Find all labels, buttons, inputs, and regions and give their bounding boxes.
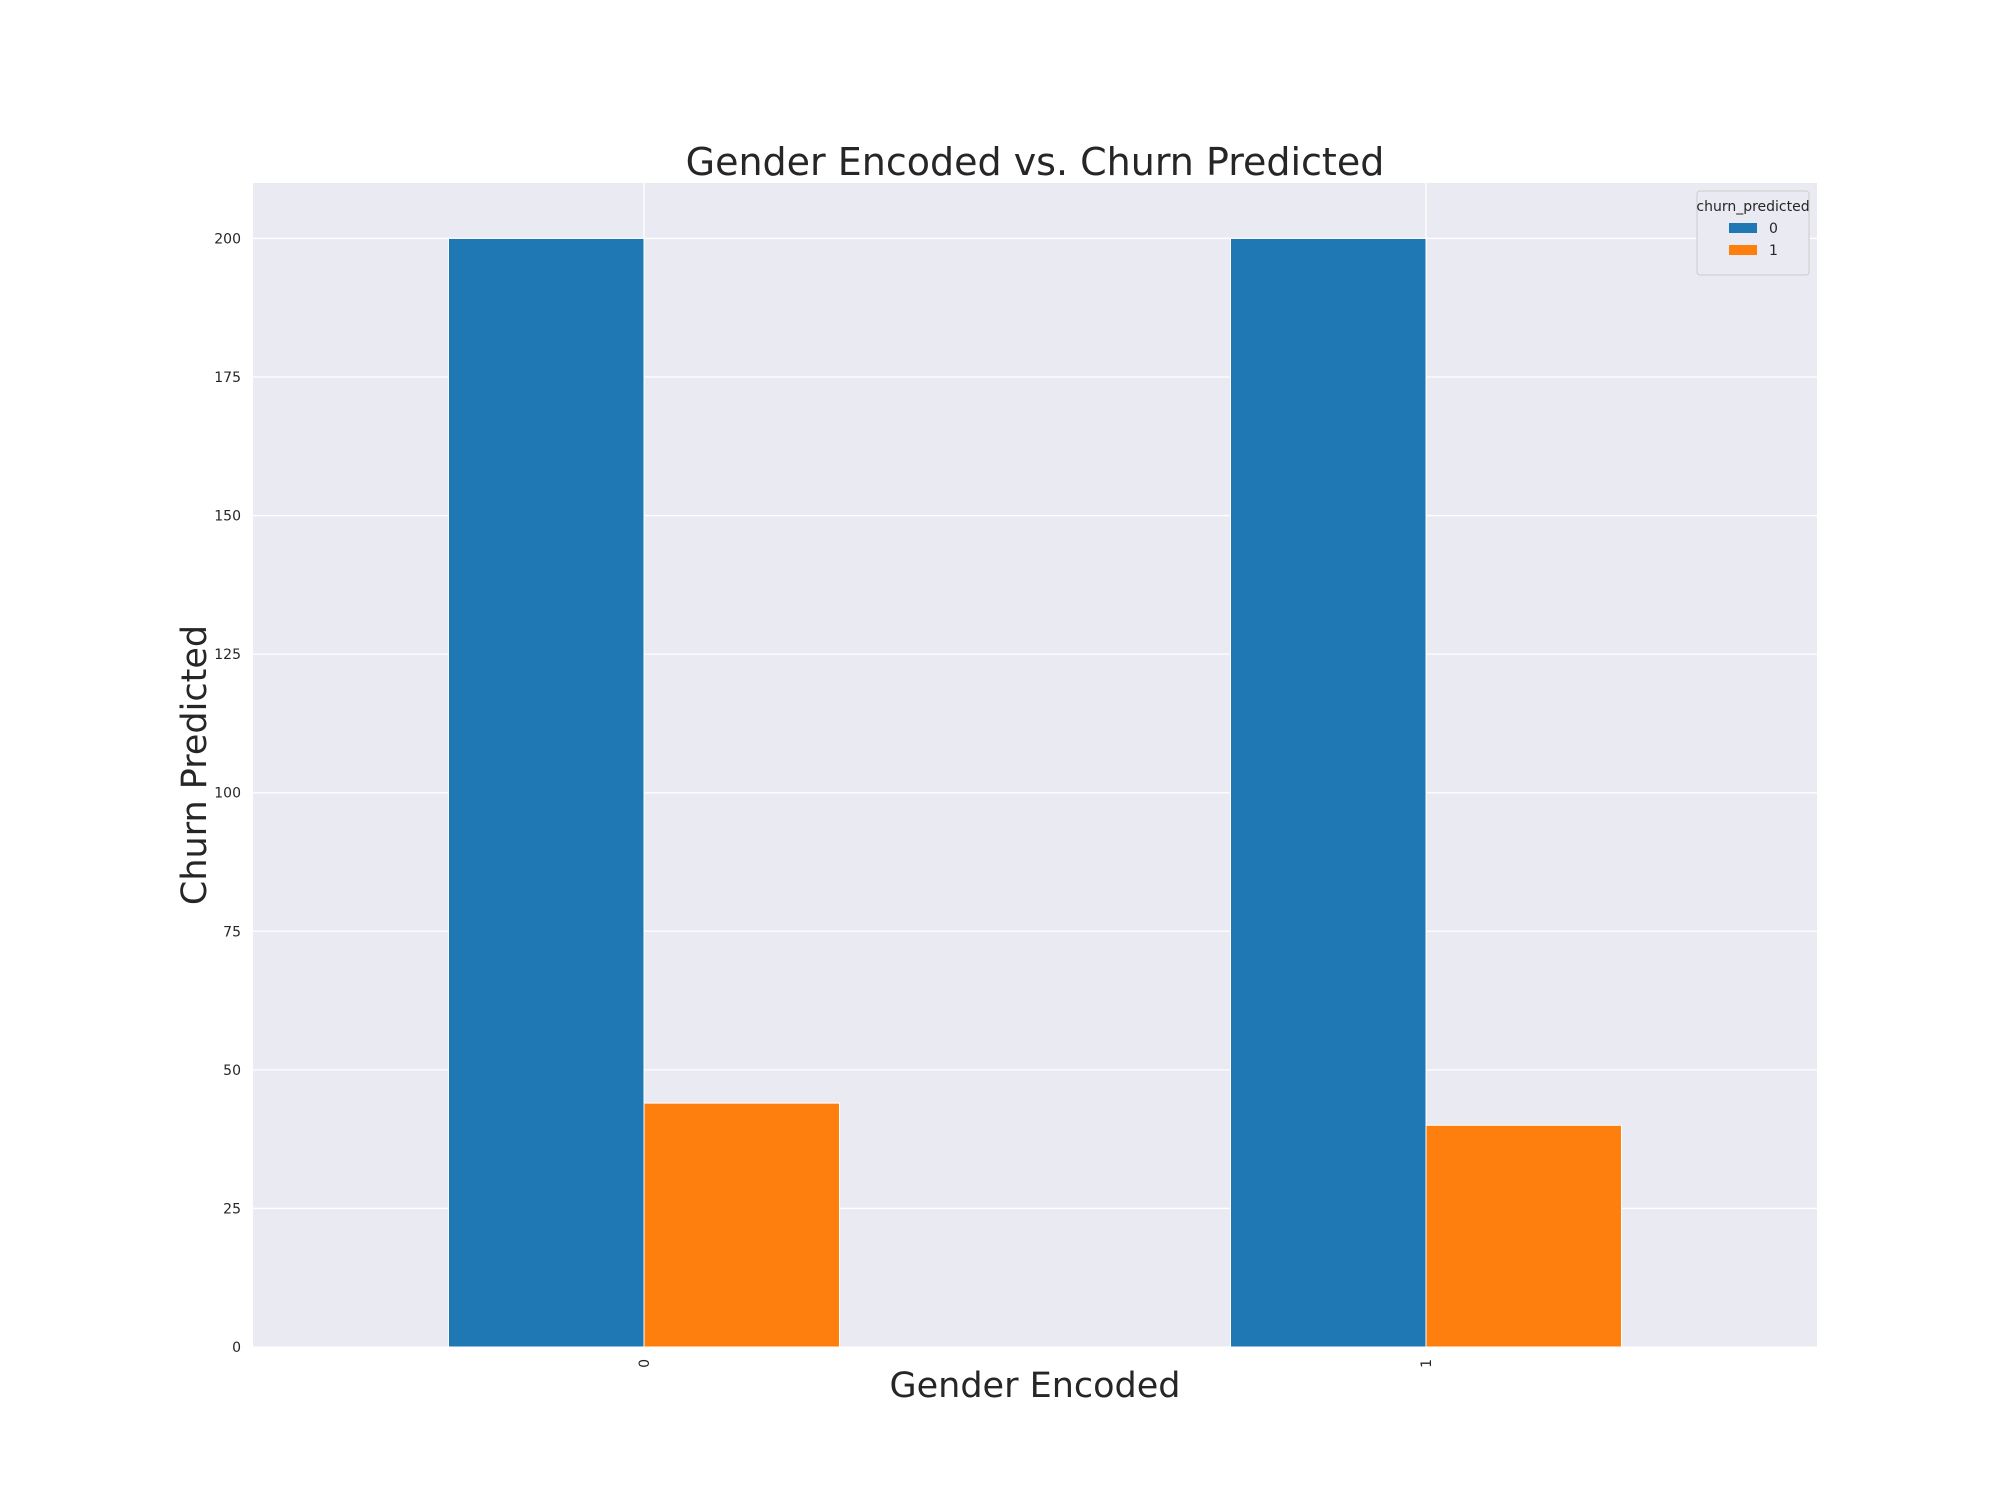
x-tick-label: 1 xyxy=(1419,1359,1435,1368)
legend-swatch-0 xyxy=(1729,223,1757,233)
x-tick-label: 0 xyxy=(637,1359,653,1368)
bar-category-0-series-0 xyxy=(448,237,645,1348)
legend-items: 01 xyxy=(1729,221,1778,259)
legend-swatch-1 xyxy=(1729,245,1757,255)
y-tick-label: 175 xyxy=(214,370,241,386)
bar-category-1-series-1 xyxy=(1425,1124,1622,1348)
y-tick-label: 200 xyxy=(214,231,241,247)
y-tick-label: 50 xyxy=(223,1063,241,1079)
y-tick-label: 150 xyxy=(214,509,241,525)
bar-category-0-series-1 xyxy=(643,1102,840,1348)
chart-title: Gender Encoded vs. Churn Predicted xyxy=(686,140,1385,184)
x-axis-label: Gender Encoded xyxy=(889,1366,1180,1406)
legend-label-0: 0 xyxy=(1769,221,1778,237)
legend: churn_predicted 01 xyxy=(1696,190,1810,276)
y-tick-label: 0 xyxy=(232,1340,241,1356)
y-tick-label: 25 xyxy=(223,1201,241,1217)
legend-title: churn_predicted xyxy=(1696,199,1809,215)
bar-category-1-series-0 xyxy=(1230,237,1427,1348)
legend-label-1: 1 xyxy=(1769,243,1778,259)
y-tick-label: 100 xyxy=(214,786,241,802)
y-axis-ticks: 0 25 50 75 100 125 150 175 200 xyxy=(214,231,241,1356)
y-axis-label: Churn Predicted xyxy=(175,625,215,905)
y-tick-label: 125 xyxy=(214,647,241,663)
bars xyxy=(448,237,1622,1348)
y-tick-label: 75 xyxy=(223,924,241,940)
